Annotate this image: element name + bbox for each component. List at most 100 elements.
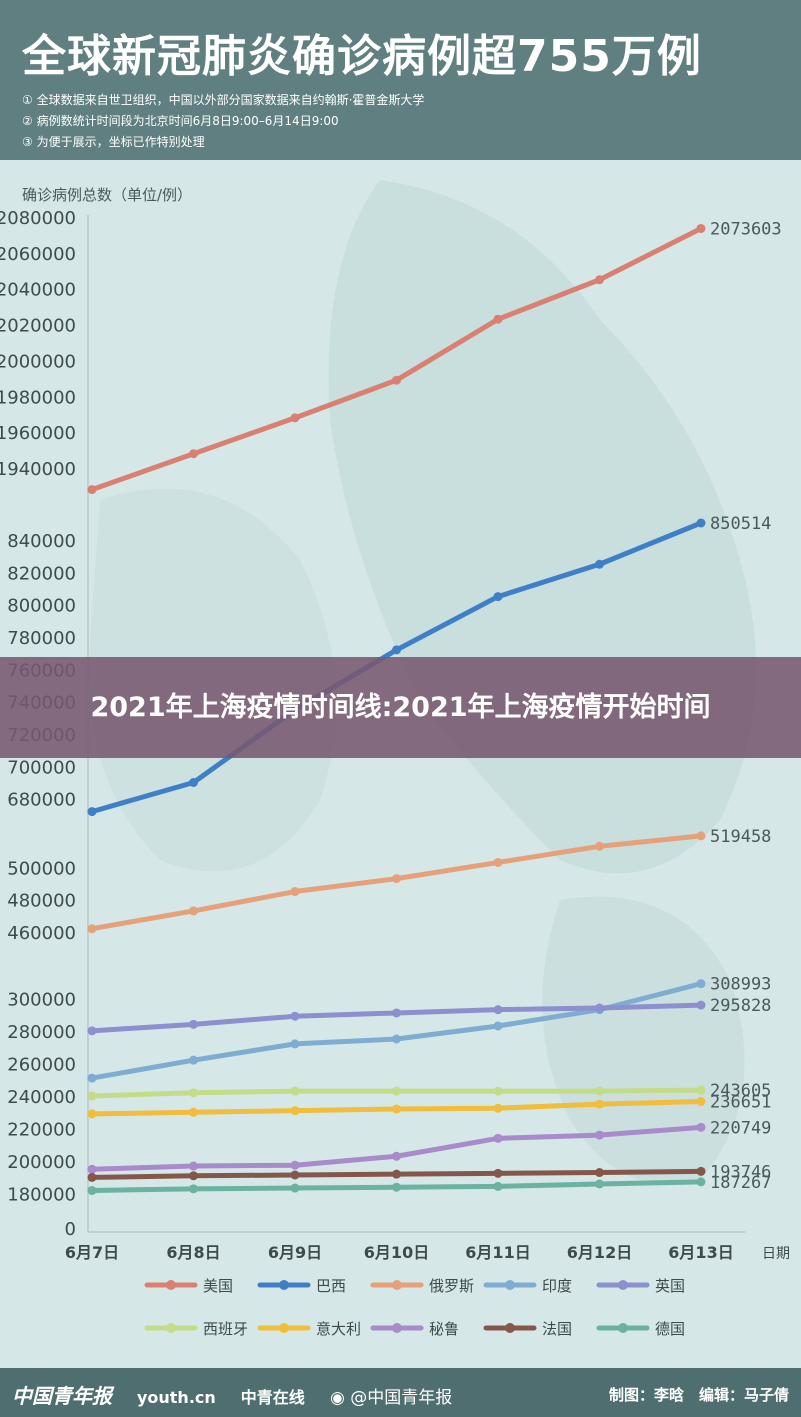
legend-label: 意大利 [316, 1320, 361, 1338]
legend-label: 俄罗斯 [429, 1277, 474, 1295]
y-tick-label: 780000 [7, 628, 76, 649]
weibo-icon: ◉ [330, 1388, 345, 1408]
end-value-label: 243605 [710, 1081, 771, 1101]
logo-left: 中国青年报 [12, 1384, 112, 1408]
data-point [189, 778, 198, 787]
y-tick-label: 0 [65, 1219, 76, 1240]
data-point [595, 275, 604, 285]
y-tick-label: 180000 [7, 1185, 76, 1206]
data-point [493, 1181, 503, 1191]
legend-marker [618, 1323, 628, 1333]
data-point [493, 1168, 503, 1178]
data-point [595, 1086, 604, 1096]
data-point [595, 559, 604, 569]
data-point [392, 375, 401, 385]
x-tick-label: 6月13日 [668, 1243, 733, 1262]
data-point [189, 1107, 198, 1117]
legend-label: 秘鲁 [429, 1320, 459, 1338]
data-point [595, 1003, 604, 1013]
data-point [290, 1039, 300, 1049]
legend-label: 英国 [655, 1277, 685, 1295]
legend-marker [618, 1280, 628, 1290]
data-point [392, 1151, 401, 1161]
data-point [696, 1166, 706, 1176]
data-point [595, 1179, 604, 1189]
footer-logos: 中国青年报 youth.cn 中青在线 [12, 1380, 305, 1409]
data-point [87, 1185, 97, 1195]
y-tick-label: 2040000 [0, 280, 76, 301]
y-tick-label: 500000 [7, 858, 76, 879]
footer: 中国青年报 youth.cn 中青在线 ◉ @中国青年报 制图：李晗 编辑：马子… [0, 1368, 801, 1417]
end-value-label: 295828 [710, 996, 771, 1016]
data-point [493, 1005, 503, 1015]
data-point [392, 1034, 401, 1044]
logo-mid: youth.cn [136, 1388, 216, 1407]
data-point [392, 1086, 401, 1096]
legend-label: 德国 [655, 1320, 685, 1338]
data-point [392, 1182, 401, 1192]
data-point [493, 314, 503, 324]
y-tick-label: 480000 [7, 891, 76, 912]
y-tick-label: 840000 [7, 531, 76, 552]
line-chart: 确诊病例总数（单位/例） 0 180000 200000 220000 240000 260… [0, 180, 790, 1338]
chart-title: 全球新冠肺炎确诊病例超755万例 [22, 31, 702, 82]
y-tick-label: 240000 [7, 1087, 76, 1108]
data-point [595, 1130, 604, 1140]
legend-marker [279, 1323, 289, 1333]
data-point [290, 1106, 300, 1116]
data-point [392, 874, 401, 884]
end-value-label: 187267 [710, 1173, 771, 1193]
note-3: ③ 为便于展示，坐标已作特别处理 [22, 135, 205, 149]
banner-text: 2021年上海疫情时间线:2021年上海疫情开始时间 [90, 692, 711, 723]
legend-marker [166, 1323, 176, 1333]
weibo-handle: ◉ @中国青年报 [330, 1388, 453, 1408]
y-tick-label: 2000000 [0, 351, 76, 372]
data-point [87, 485, 97, 495]
y-axis-label: 确诊病例总数（单位/例） [22, 186, 192, 204]
data-point [87, 807, 97, 817]
legend-marker [505, 1323, 515, 1333]
data-point [290, 1160, 300, 1170]
data-point [290, 1086, 300, 1096]
data-point [493, 1086, 503, 1096]
data-point [189, 1055, 198, 1065]
data-point [696, 223, 706, 233]
data-point [290, 887, 300, 897]
data-point [87, 1172, 97, 1182]
y-tick-label: 260000 [7, 1054, 76, 1075]
data-point [87, 1164, 97, 1174]
data-point [189, 1088, 198, 1098]
data-point [87, 1026, 97, 1036]
y-tick-label: 700000 [7, 757, 76, 778]
data-point [189, 906, 198, 916]
data-point [87, 924, 97, 934]
data-point [290, 1170, 300, 1180]
data-point [87, 1073, 97, 1083]
data-point [696, 1000, 706, 1010]
header: 全球新冠肺炎确诊病例超755万例 ① 全球数据来自世卫组织，中国以外部分国家数据… [0, 0, 801, 160]
x-tick-label: 6月12日 [567, 1243, 632, 1262]
data-point [696, 1122, 706, 1132]
overlay-banner: 2021年上海疫情时间线:2021年上海疫情开始时间 [0, 657, 801, 758]
end-value-label: 850514 [710, 514, 771, 534]
end-value-label: 2073603 [710, 219, 782, 239]
y-tick-label: 280000 [7, 1022, 76, 1043]
legend-marker [392, 1323, 402, 1333]
x-axis-label: 日期 [762, 1246, 790, 1262]
y-tick-label: 680000 [7, 790, 76, 811]
data-point [290, 1183, 300, 1193]
logo-right: 中青在线 [240, 1388, 305, 1407]
legend-label: 法国 [542, 1320, 572, 1338]
legend-marker [505, 1280, 515, 1290]
y-tick-label: 1940000 [0, 459, 76, 480]
legend-marker [166, 1280, 176, 1290]
end-value-label: 193746 [710, 1162, 771, 1182]
y-tick-label: 220000 [7, 1120, 76, 1141]
end-value-label: 236651 [710, 1092, 771, 1112]
data-point [87, 1109, 97, 1119]
data-point [696, 831, 706, 841]
y-tick-label: 1960000 [0, 423, 76, 444]
y-tick-label: 460000 [7, 923, 76, 944]
credits: 制图：李晗 编辑：马子倩 [608, 1386, 789, 1404]
data-point [87, 1091, 97, 1101]
